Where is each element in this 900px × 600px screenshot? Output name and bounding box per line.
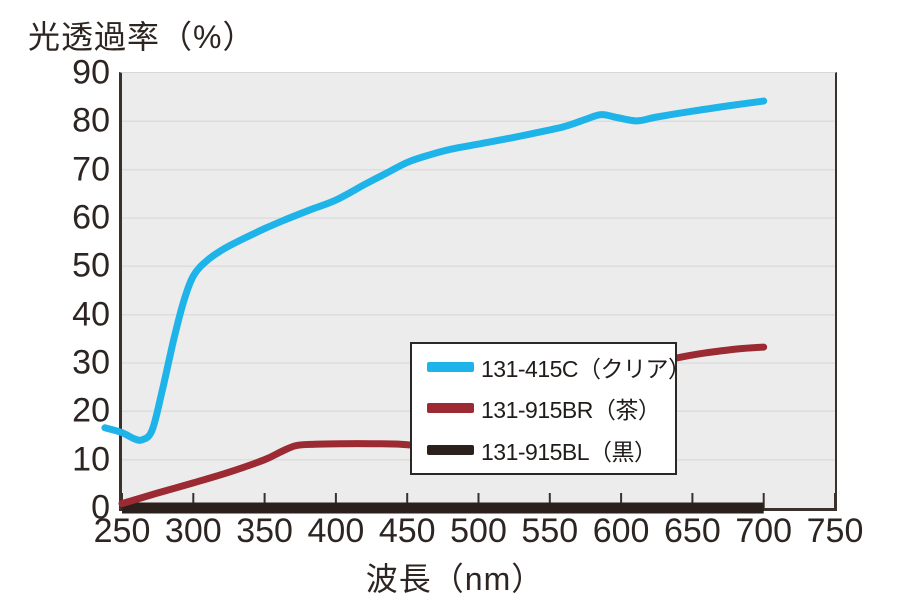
x-tick-label: 750: [806, 512, 864, 550]
y-tick-label: 20: [72, 391, 110, 430]
x-tick-label: 700: [735, 512, 793, 550]
y-tick-label: 10: [72, 440, 110, 479]
y-axis-title: 光透過率（%）: [28, 19, 256, 55]
y-axis-tick-labels: 0 10 20 30 40 50 60 70 80 90: [0, 0, 110, 600]
legend: 131-415C（クリア） 131-915BR（茶） 131-915BL（黒）: [410, 342, 691, 475]
y-tick-label: 70: [72, 150, 110, 189]
y-tick-label: 50: [72, 246, 110, 285]
plot-area: 131-415C（クリア） 131-915BR（茶） 131-915BL（黒）: [101, 72, 837, 514]
legend-item-clear: 131-415C（クリア）: [412, 347, 691, 387]
x-tick-label: 250: [93, 512, 151, 550]
x-tick-label: 550: [521, 512, 579, 550]
y-tick-label: 80: [72, 101, 110, 140]
legend-item-black: 131-915BL（黒）: [412, 430, 675, 470]
clear-line-swatch: [427, 361, 474, 372]
legend-label-clear: 131-415C（クリア）: [481, 355, 691, 382]
y-tick-label: 0: [91, 488, 110, 527]
y-tick-label: 40: [72, 295, 110, 334]
x-tick-label: 500: [450, 512, 507, 550]
x-tick-label: 600: [592, 512, 650, 550]
legend-label-black: 131-915BL（黒）: [481, 439, 657, 466]
x-tick-label: 650: [664, 512, 721, 550]
y-tick-label: 90: [72, 53, 110, 92]
x-axis-title: 波長（nm）: [365, 561, 545, 597]
y-tick-label: 60: [72, 198, 110, 237]
legend-label-brown: 131-915BR（茶）: [481, 397, 661, 424]
x-tick-label: 450: [378, 512, 436, 550]
brown-line-swatch: [427, 403, 474, 414]
x-tick-label: 350: [236, 512, 293, 550]
black-line-swatch: [427, 445, 474, 456]
x-tick-label: 300: [164, 512, 222, 550]
series-line-clear: [101, 97, 768, 444]
x-tick-label: 400: [307, 512, 365, 550]
legend-item-brown: 131-915BR（茶）: [412, 388, 675, 428]
y-tick-label: 30: [72, 343, 110, 382]
x-axis-tick-labels: 250 300 350 400 450 500 550 600 650 700 750: [0, 512, 900, 552]
